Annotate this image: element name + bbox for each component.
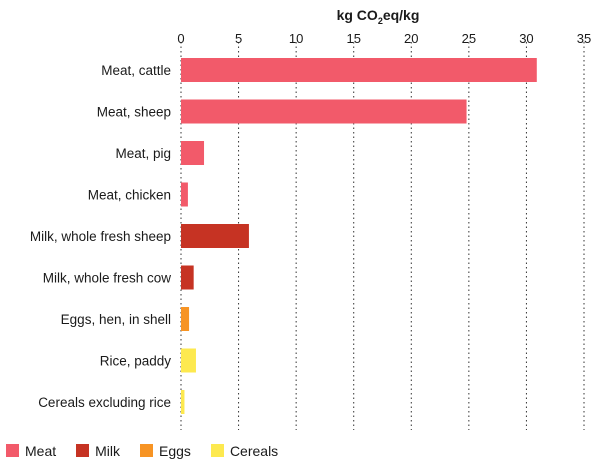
bar-eggs-hen-in-shell — [181, 307, 190, 331]
bar-milk-whole-fresh-cow — [181, 265, 194, 290]
bar-meat-chicken — [181, 182, 188, 207]
legend-label: Meat — [25, 442, 57, 459]
x-tick-label: 25 — [462, 31, 476, 46]
x-tick-label: 10 — [289, 31, 303, 46]
category-label: Milk, whole fresh cow — [43, 271, 172, 286]
bar-milk-whole-fresh-sheep — [181, 224, 249, 248]
x-tick-label: 15 — [346, 31, 360, 46]
legend-swatch — [76, 444, 90, 457]
category-label: Meat, chicken — [88, 188, 171, 203]
legend-item-milk: Milk — [76, 443, 120, 459]
legend-swatch — [140, 444, 154, 457]
category-label: Cereals excluding rice — [38, 395, 171, 410]
bar-rice-paddy — [181, 348, 196, 373]
legend-swatch — [6, 444, 19, 457]
legend-item-cereals: Cereals — [210, 442, 279, 459]
bar-meat-pig — [181, 141, 205, 165]
legend-label: Cereals — [229, 442, 279, 459]
x-tick-label: 30 — [519, 31, 533, 46]
legend-label: Eggs — [159, 442, 191, 459]
legend-swatch — [210, 444, 224, 457]
category-label: Meat, pig — [115, 146, 171, 161]
category-label: Rice, paddy — [100, 354, 172, 369]
category-label: Milk, whole fresh sheep — [30, 229, 171, 244]
bar-meat-sheep — [181, 99, 467, 124]
legend-item-eggs: Eggs — [140, 443, 191, 459]
legend: Meat Milk Eggs Cereals — [6, 441, 298, 460]
bar-cereals-excluding-rice — [181, 390, 185, 414]
legend-label: Milk — [95, 442, 121, 459]
x-tick-label: 35 — [577, 31, 591, 46]
x-axis-title: kg CO2eq/kg — [337, 7, 420, 26]
x-tick-label: 0 — [177, 31, 184, 46]
bars — [181, 58, 537, 414]
x-tick-label: 5 — [235, 31, 242, 46]
x-tick-label: 20 — [404, 31, 418, 46]
category-labels: Meat, cattle Meat, sheep Meat, pig Meat, ch… — [30, 63, 171, 410]
legend-item-meat: Meat — [6, 443, 56, 459]
x-tick-labels: 0 5 10 15 20 25 30 35 — [177, 31, 591, 46]
bar-meat-cattle — [181, 58, 537, 82]
category-label: Meat, cattle — [101, 63, 171, 78]
category-label: Eggs, hen, in shell — [61, 312, 171, 327]
category-label: Meat, sheep — [97, 105, 171, 120]
